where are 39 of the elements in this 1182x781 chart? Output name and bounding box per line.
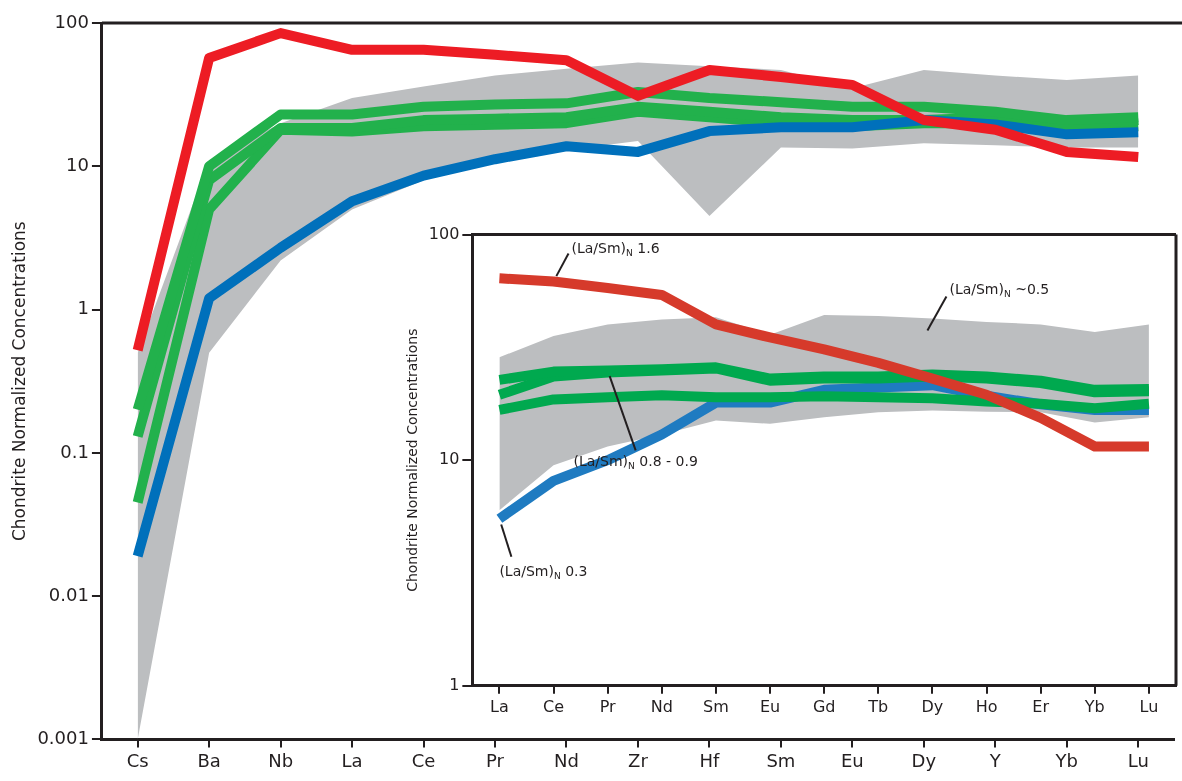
x-tick-label: Dy [921, 696, 944, 716]
x-tick-label: Nd [650, 696, 673, 716]
y-tick-label: 100 [54, 10, 89, 32]
x-tick-label: Er [1032, 696, 1050, 716]
y-tick-label: 0.001 [37, 727, 89, 749]
x-tick-label: Nd [554, 749, 579, 771]
x-tick-label: Ce [543, 696, 565, 716]
x-tick-label: Ho [975, 696, 998, 716]
y-tick-label: 10 [438, 449, 460, 469]
x-tick-label: Eu [840, 749, 864, 771]
x-tick-label: Ce [411, 749, 436, 771]
y-axis-title: Chondrite Normalized Concentrations [8, 221, 29, 542]
y-tick-label: 100 [428, 223, 460, 243]
x-tick-label: Tb [867, 696, 889, 716]
x-tick-label: Yb [1083, 696, 1105, 716]
x-tick-label: Gd [812, 696, 836, 716]
x-tick-label: Cs [126, 749, 149, 771]
x-tick-label: Y [988, 749, 1002, 771]
x-tick-label: Hf [699, 749, 721, 771]
x-tick-label: Sm [766, 749, 796, 771]
x-tick-label: Lu [1127, 749, 1149, 771]
x-tick-label: Zr [628, 749, 649, 771]
y-tick-label: 0.1 [60, 440, 89, 462]
x-tick-label: Sm [703, 696, 729, 716]
y-tick-label: 10 [66, 153, 89, 175]
y-tick-label: 1 [449, 674, 460, 694]
x-tick-label: Eu [759, 696, 781, 716]
x-tick-label: Nb [268, 749, 294, 771]
x-tick-label: Yb [1054, 749, 1078, 771]
x-tick-label: La [490, 696, 509, 716]
x-tick-label: Pr [599, 696, 617, 716]
x-tick-label: Pr [486, 749, 505, 771]
x-tick-label: La [341, 749, 363, 771]
y-tick-label: 0.01 [48, 583, 89, 605]
x-tick-label: Ba [197, 749, 221, 771]
y-axis-title: Chondrite Normalized Concentrations [404, 328, 421, 592]
y-tick-label: 1 [77, 297, 89, 319]
x-tick-label: Dy [911, 749, 937, 771]
x-tick-label: Lu [1139, 696, 1159, 716]
